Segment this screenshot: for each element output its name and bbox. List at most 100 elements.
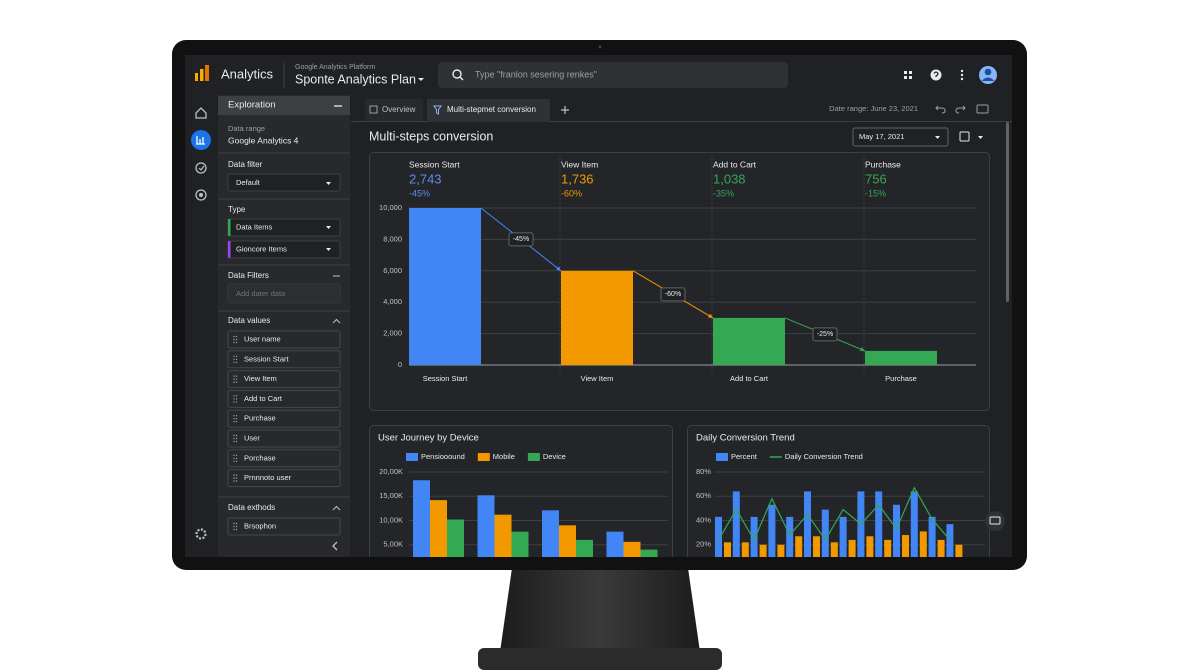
arrow-head <box>556 266 561 271</box>
feedback-button[interactable] <box>985 511 1005 531</box>
caret <box>326 248 331 251</box>
y-tick-label: 10,00K <box>379 515 403 524</box>
legend-label[interactable]: Device <box>543 452 566 461</box>
calendar-icon[interactable] <box>959 131 970 142</box>
label: Data range <box>228 124 265 133</box>
redo-icon[interactable] <box>955 105 966 114</box>
field-chip[interactable] <box>227 389 341 408</box>
search-box[interactable] <box>438 62 788 88</box>
step-total: 1,038 <box>713 171 746 186</box>
drag-handle <box>235 457 238 459</box>
trend-bar <box>768 504 776 557</box>
field-chip[interactable] <box>227 409 341 428</box>
trend-bar <box>786 516 794 557</box>
field-chip[interactable] <box>227 469 341 488</box>
drag-handle <box>233 480 235 482</box>
device-bar <box>606 531 624 557</box>
field-chip[interactable] <box>227 350 341 369</box>
label: Data values <box>228 316 270 325</box>
trend-bar <box>741 542 749 557</box>
explore-icon[interactable] <box>195 162 207 174</box>
tab[interactable] <box>365 99 423 121</box>
undo-icon[interactable] <box>935 105 946 114</box>
field-chip[interactable] <box>227 449 341 468</box>
legend-label[interactable]: Pensiooound <box>421 452 465 461</box>
advertising-icon[interactable] <box>195 189 207 201</box>
device-bar <box>413 480 430 557</box>
drop-label-box <box>660 287 686 302</box>
icon-rail <box>185 95 217 557</box>
feedback-icon <box>989 516 1001 525</box>
trend-bar <box>884 539 892 557</box>
trend-bar <box>759 544 767 557</box>
field-chip[interactable] <box>227 517 341 536</box>
trend-bar <box>919 531 927 557</box>
trend-bar <box>750 516 758 557</box>
step-name: Add to Cart <box>713 159 757 169</box>
field-chip[interactable] <box>227 429 341 448</box>
apps-icon[interactable] <box>904 71 912 79</box>
legend-label[interactable]: Percent <box>731 452 758 461</box>
drag-handle <box>235 522 238 525</box>
label: Data filter <box>228 160 263 169</box>
y-tick-label: 15,00K <box>379 491 403 500</box>
drop-label: -45% <box>513 236 529 243</box>
drag-handle <box>233 528 235 531</box>
card-title: User Journey by Device <box>378 433 479 444</box>
legend-label[interactable]: Daily Conversion Trend <box>785 452 863 461</box>
dropdown-value: Default <box>236 178 261 187</box>
drag-handle <box>233 395 235 397</box>
drag-handle <box>235 361 238 363</box>
placeholder: Add dater data <box>236 289 286 298</box>
drag-handle <box>235 415 238 417</box>
input[interactable] <box>227 283 341 304</box>
drag-handle <box>233 381 235 383</box>
drag-handle <box>235 421 238 423</box>
settings-icon[interactable] <box>195 528 207 540</box>
step-total: 2,743 <box>409 171 442 186</box>
card-title: Daily Conversion Trend <box>696 433 795 444</box>
property-name[interactable]: Sponte Analytics Plan <box>295 72 416 86</box>
date-picker[interactable] <box>852 127 949 147</box>
field-chip[interactable] <box>227 330 341 349</box>
field-label: Brsophon <box>244 521 276 530</box>
scrollbar[interactable] <box>1006 122 1009 302</box>
screen: Analytics Google Analytics Platform Spon… <box>185 55 1012 557</box>
y-tick-label: 60% <box>696 491 711 500</box>
home-icon[interactable] <box>195 107 207 119</box>
funnel-bar <box>713 317 785 365</box>
share-icon[interactable] <box>976 104 989 114</box>
drag-handle <box>233 415 235 417</box>
monitor-stand <box>500 568 700 652</box>
drag-handle <box>235 454 238 456</box>
funnel-card <box>369 152 990 411</box>
add-tab[interactable] <box>561 106 569 114</box>
avatar <box>984 68 992 76</box>
drag-handle <box>233 335 235 338</box>
caret[interactable] <box>978 136 983 139</box>
help-icon[interactable] <box>930 69 942 81</box>
device-bar <box>447 519 464 557</box>
date-value: May 17, 2021 <box>859 132 904 141</box>
collapse-sidebar[interactable] <box>332 541 338 551</box>
legend-label[interactable]: Mobile <box>493 452 515 461</box>
x-tick-label: View Item <box>581 374 614 383</box>
more-icon[interactable] <box>960 69 964 81</box>
reports-icon[interactable] <box>191 130 211 150</box>
tab-active[interactable] <box>427 99 550 122</box>
drag-handle <box>233 418 235 420</box>
property-caret[interactable] <box>418 78 424 81</box>
tab-label: Multi-stepmet conversion <box>447 105 536 114</box>
dropdown[interactable] <box>227 173 341 192</box>
field-label: User name <box>244 334 281 343</box>
collapse-icon[interactable] <box>332 318 341 324</box>
drag-handle <box>235 437 238 440</box>
drag-handle <box>233 522 235 525</box>
drag-handle <box>233 401 235 403</box>
collapse-icon[interactable] <box>332 505 341 511</box>
drag-handle <box>235 418 238 420</box>
type-item-marker <box>228 219 231 236</box>
field-chip[interactable] <box>227 370 341 389</box>
reports-icon <box>196 136 205 145</box>
